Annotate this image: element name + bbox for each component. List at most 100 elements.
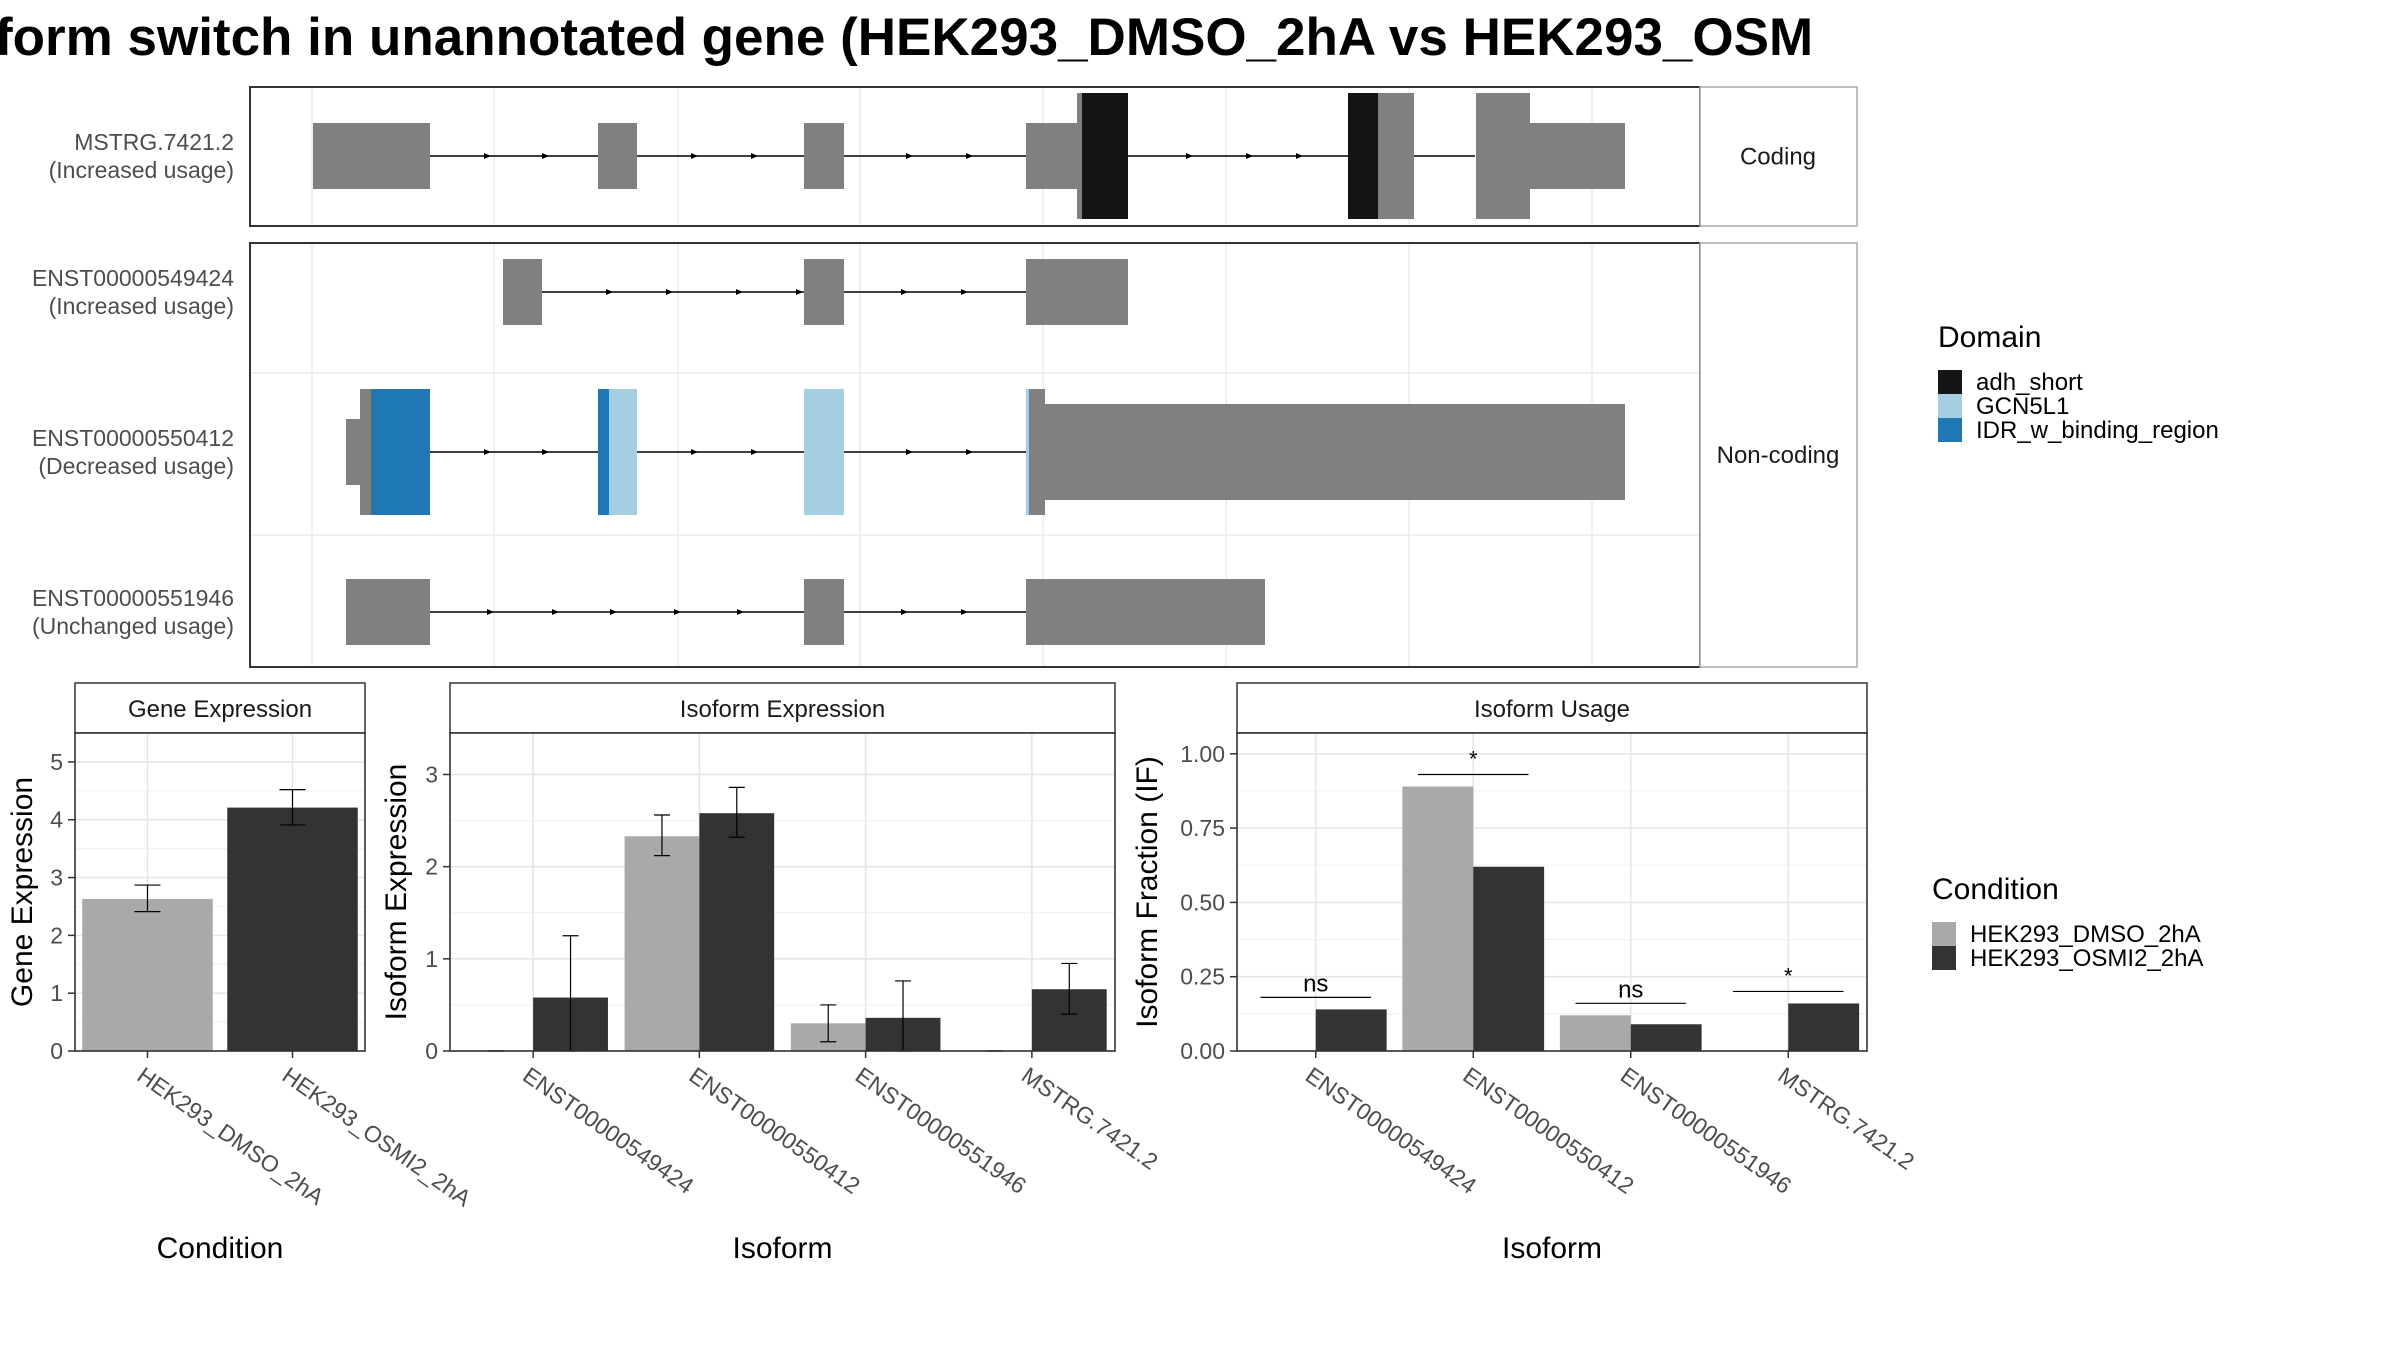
gene-expression-strip-box: [74, 682, 366, 734]
y-tick-label: 0.25: [1180, 964, 1225, 990]
isoform-expression-y-axis-title: Isoform Expression: [380, 764, 413, 1021]
y-tick-label: 1: [425, 946, 438, 972]
y-tick-label: 0.75: [1180, 815, 1225, 841]
y-tick-label: 0.50: [1180, 889, 1225, 915]
transcript-id-label: ENST00000549424: [32, 265, 234, 291]
y-tick-label: 0.00: [1180, 1038, 1225, 1064]
domain-legend-label: adh_short: [1976, 369, 2083, 396]
intron-arrow: [484, 153, 491, 159]
y-tick-label: 1.00: [1180, 741, 1225, 767]
transcript-id-label: ENST00000550412: [32, 425, 234, 451]
intron-arrow: [666, 289, 673, 295]
isoform-usage-strip-box: [1236, 682, 1868, 734]
significance-label: ns: [1618, 976, 1643, 1003]
bar: [624, 836, 700, 1051]
domain-idr-w-binding-region: [371, 389, 430, 515]
exon: [1026, 579, 1265, 645]
intron-arrow: [751, 153, 758, 159]
x-tick-label: MSTRG.7421.2: [1773, 1062, 1919, 1175]
x-tick-label: ENST00000550412: [685, 1062, 865, 1199]
domain-idr-w-binding-region: [598, 389, 609, 515]
domain-legend-swatch: [1938, 370, 1962, 394]
condition-legend-label: HEK293_DMSO_2hA: [1970, 921, 2201, 948]
exon: [1378, 93, 1414, 219]
y-tick-label: 2: [50, 922, 63, 948]
y-tick-label: 0: [50, 1038, 63, 1064]
condition-legend-label: HEK293_OSMI2_2hA: [1970, 945, 2203, 972]
chart-title: form switch in unannotated gene (HEK293_…: [0, 8, 1813, 67]
significance-label: *: [1469, 746, 1478, 771]
transcript-usage-label: (Decreased usage): [38, 453, 234, 479]
bar: [227, 807, 358, 1051]
intron-arrow: [542, 153, 549, 159]
isoform-expression-x-axis-title: Isoform: [732, 1232, 832, 1265]
y-tick-label: 3: [50, 865, 63, 891]
exon: [804, 123, 844, 189]
condition-legend-title: Condition: [1932, 873, 2059, 906]
intron-arrow: [901, 609, 908, 615]
isoform-usage-plot-border: [1236, 732, 1868, 1052]
intron-arrow: [484, 449, 491, 455]
domain-gcn5l1: [804, 389, 844, 515]
domain-gcn5l1: [609, 389, 637, 515]
gene-expression-plot-border: [74, 732, 366, 1052]
y-tick-label: 3: [425, 761, 438, 787]
isoform-usage-y-axis-title: Isoform Fraction (IF): [1131, 756, 1164, 1028]
intron-arrow: [961, 289, 968, 295]
intron-arrow: [487, 609, 494, 615]
exon: [804, 259, 844, 325]
exon: [598, 123, 637, 189]
y-tick-label: 1: [50, 980, 63, 1006]
exon: [1026, 123, 1082, 189]
exon: [1530, 123, 1625, 189]
domain-legend-title: Domain: [1938, 321, 2041, 354]
exon: [804, 579, 844, 645]
intron-arrow: [1246, 153, 1253, 159]
legends: Domain adh_shortGCN5L1IDR_w_binding_regio…: [1932, 321, 2219, 972]
isoform-expression-strip-label: Isoform Expression: [680, 696, 885, 723]
intron-arrow: [737, 609, 744, 615]
domain-legend-swatch: [1938, 418, 1962, 442]
domain-adh-short: [1082, 93, 1128, 219]
intron-arrow: [751, 449, 758, 455]
intron-arrow: [674, 609, 681, 615]
intron-arrow: [966, 153, 973, 159]
exon: [1476, 93, 1530, 219]
x-tick-label: ENST00000549424: [518, 1062, 699, 1199]
gene-expression-x-axis-title: Condition: [157, 1232, 284, 1265]
intron-arrow: [691, 449, 698, 455]
intron-arrow: [606, 289, 613, 295]
isoform-expression-strip-box: [449, 682, 1116, 734]
y-tick-label: 0: [425, 1038, 438, 1064]
domain-legend-label: IDR_w_binding_region: [1976, 417, 2219, 444]
isoform-expression-plot-border: [449, 732, 1116, 1052]
exon: [1045, 404, 1625, 500]
domain-legend-label: GCN5L1: [1976, 393, 2069, 420]
bar: [1402, 786, 1474, 1051]
transcript-id-label: MSTRG.7421.2: [74, 129, 234, 155]
exon: [346, 579, 430, 645]
significance-label: ns: [1303, 970, 1328, 997]
transcript-usage-label: (Increased usage): [49, 293, 234, 319]
gene-expression-strip-label: Gene Expression: [128, 696, 312, 723]
bar: [82, 898, 213, 1051]
x-tick-label: ENST00000551946: [1616, 1062, 1796, 1199]
strip-noncoding: Non-coding: [1717, 442, 1840, 469]
intron-arrow: [966, 449, 973, 455]
domain-adh-short: [1348, 93, 1378, 219]
bar: [1630, 1024, 1702, 1051]
intron-arrow: [691, 153, 698, 159]
intron-arrow: [961, 609, 968, 615]
condition-legend-swatch: [1932, 922, 1956, 946]
intron-arrow: [1186, 153, 1193, 159]
transcript-id-label: ENST00000551946: [32, 585, 234, 611]
intron-arrow: [796, 289, 803, 295]
intron-arrow: [906, 153, 913, 159]
gene-expression-y-axis-title: Gene Expression: [6, 777, 39, 1007]
x-tick-label: ENST00000550412: [1458, 1062, 1638, 1199]
bar: [1559, 1015, 1631, 1051]
intron-arrow: [906, 449, 913, 455]
